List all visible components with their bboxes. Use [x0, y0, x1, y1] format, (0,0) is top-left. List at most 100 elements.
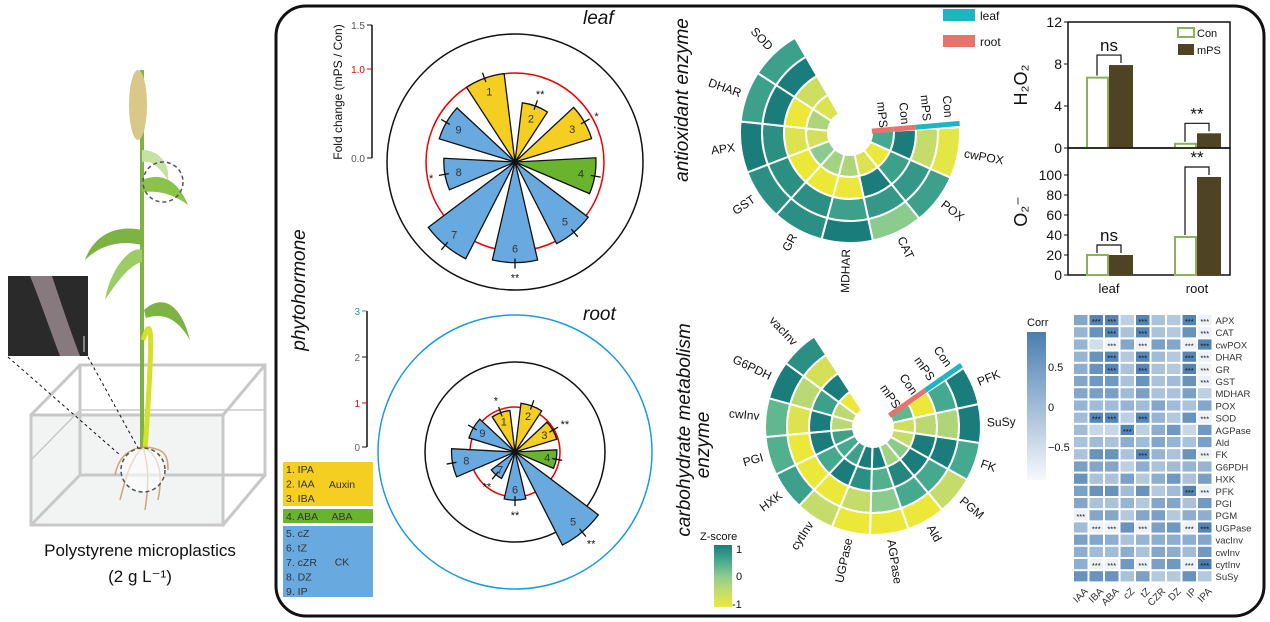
- corr-cell: [1105, 412, 1119, 423]
- corr-significance: ***: [1185, 366, 1194, 375]
- corr-row-label: cytInv: [1216, 560, 1241, 571]
- corr-cell: [1198, 424, 1212, 435]
- error-bar: [481, 72, 487, 83]
- heat-cell-MDHAR: [825, 195, 870, 222]
- corr-cell: [1198, 485, 1212, 496]
- corr-column-label: cZ: [1122, 586, 1138, 602]
- results-panel-frame: [274, 4, 1266, 618]
- wedge-label: 5: [570, 516, 576, 528]
- corr-row-label: FK: [1216, 450, 1229, 461]
- corr-cell: [1105, 351, 1119, 362]
- corr-cell: [1198, 510, 1212, 521]
- corr-cell: [1167, 498, 1181, 509]
- corr-significance: ***: [1200, 354, 1209, 363]
- heat-cell-SOD: [756, 36, 808, 87]
- corr-cell: [1167, 559, 1181, 570]
- significance-mark: *: [594, 111, 599, 123]
- corr-cell: [1182, 351, 1196, 362]
- corr-cell: [1089, 327, 1103, 338]
- corr-cell: [1120, 522, 1134, 533]
- corr-cell: [1089, 498, 1103, 509]
- corr-cell: [1151, 473, 1165, 484]
- corr-cell: [1105, 388, 1119, 399]
- corr-row-label: SuSy: [1216, 572, 1239, 583]
- error-bar: [446, 461, 457, 465]
- legend-item: 3. IBA: [286, 493, 315, 505]
- wedge-label: 6: [512, 485, 518, 497]
- enzyme-label: MDHAR: [838, 248, 853, 293]
- caption-line-2: (2 g L⁻¹): [108, 567, 172, 586]
- tissue-bar-root: [905, 388, 927, 405]
- significance-bracket: [1184, 122, 1210, 142]
- corr-cell: [1105, 327, 1119, 338]
- corr-cell: [1074, 522, 1088, 533]
- corr-cell: [1151, 351, 1165, 362]
- corr-cell: [1182, 473, 1196, 484]
- corr-significance: ***: [1107, 354, 1116, 363]
- corr-cell: [1089, 546, 1103, 557]
- error-bar: [570, 228, 579, 238]
- corr-row-label: APX: [1216, 316, 1236, 327]
- corr-cell: [1074, 461, 1088, 472]
- y-tick-label: 100: [1039, 167, 1063, 183]
- corr-cell: [1182, 363, 1196, 374]
- zscore-tick-1: 1: [736, 544, 742, 556]
- corr-significance: ***: [1138, 341, 1147, 350]
- corr-significance: ***: [1138, 317, 1147, 326]
- corr-cell: [1182, 449, 1196, 460]
- corr-cell: [1136, 559, 1150, 570]
- zscore-tick-minus-1: -1: [732, 599, 742, 611]
- root-tick-0: 0: [354, 443, 360, 454]
- rose-center: [512, 159, 518, 165]
- corr-cell: [1120, 559, 1134, 570]
- corr-cell: [1136, 437, 1150, 448]
- leaf-tick-1-5: 1.5: [351, 21, 365, 32]
- ros-bar-charts: 12840H₂O₂ns**100806040200O₂⁻nsleaf**root…: [1011, 14, 1231, 296]
- corr-cell: [1167, 315, 1181, 326]
- enzyme-label: AGPase: [884, 538, 905, 585]
- corr-cell: [1151, 412, 1165, 423]
- corr-cell: [1151, 571, 1165, 582]
- corr-cell: [1074, 315, 1088, 326]
- legend-swatch-mps: [1178, 44, 1194, 55]
- enzyme-label: Ald: [924, 522, 945, 544]
- corr-colorbar-tick: 0.5: [1048, 362, 1063, 374]
- corr-colorbar-tick: −0.5: [1048, 442, 1070, 454]
- corr-cell: [1105, 449, 1119, 460]
- bar-con-leaf: [1086, 76, 1109, 149]
- rose-wedge-5: [514, 451, 600, 546]
- significance-bracket: [1096, 54, 1122, 76]
- corr-cell: [1074, 510, 1088, 521]
- enzyme-label: POX: [938, 197, 967, 224]
- corr-significance: ***: [1200, 451, 1209, 460]
- corr-cell: [1089, 522, 1103, 533]
- corr-row-label: AGPase: [1216, 426, 1251, 437]
- corr-cell: [1089, 437, 1103, 448]
- corr-significance: ***: [1107, 329, 1116, 338]
- corr-cell: [1074, 498, 1088, 509]
- corr-cell: [1182, 327, 1196, 338]
- corr-cell: [1120, 534, 1134, 545]
- corr-cell: [1198, 339, 1212, 350]
- tissue-bar-root: [887, 400, 909, 418]
- corr-significance: ***: [1107, 366, 1116, 375]
- corr-significance: ***: [1200, 317, 1209, 326]
- corr-cell: [1151, 449, 1165, 460]
- error-bar: [440, 241, 449, 251]
- error-bar: [590, 174, 601, 178]
- significance-mark: **: [1190, 104, 1204, 123]
- wedge-label: 9: [455, 124, 461, 136]
- ring-label: Con: [896, 102, 912, 125]
- corr-cell: [1074, 424, 1088, 435]
- corr-row-label: MDHAR: [1216, 389, 1251, 400]
- wedge-label: 3: [541, 430, 547, 442]
- corr-cell: [1182, 412, 1196, 423]
- significance-bracket: [1096, 244, 1122, 253]
- error-bar: [533, 100, 539, 110]
- significance-mark: **: [511, 510, 520, 522]
- zscore-tick-0: 0: [736, 571, 742, 583]
- plot-frame: [1067, 147, 1231, 276]
- legend-item: 4. ABA: [286, 511, 318, 523]
- corr-cell: [1074, 327, 1088, 338]
